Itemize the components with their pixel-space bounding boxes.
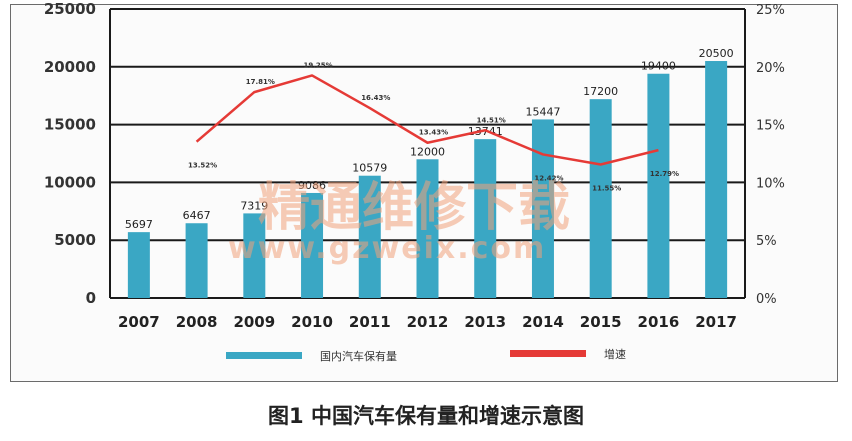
- x-tick-label: 2012: [407, 313, 449, 331]
- x-tick-label: 2008: [176, 313, 218, 331]
- y-right-tick-label: 25%: [756, 3, 785, 18]
- line-point-label: 19.25%: [303, 61, 332, 69]
- x-axis: 2007 2008 2009 2010 2011 2012 2013 2014 2015 2016…: [118, 313, 737, 331]
- bar: [705, 61, 728, 298]
- bar-value-label: 17200: [583, 85, 618, 98]
- bar: [185, 223, 208, 298]
- y-left-tick-label: 20000: [44, 58, 96, 76]
- line-point-label: 16.43%: [361, 94, 390, 102]
- y-left-tick-label: 10000: [44, 173, 96, 191]
- x-tick-label: 2014: [522, 313, 564, 331]
- bar-value-label: 5697: [125, 218, 153, 231]
- growth-line: [195, 74, 659, 166]
- y-right-tick-label: 5%: [756, 234, 777, 249]
- bar: [127, 232, 150, 298]
- x-tick-label: 2017: [695, 313, 737, 331]
- watermark: 精通维修下载 www.gzweix.com: [228, 178, 570, 266]
- bar-value-label: 9086: [298, 179, 326, 192]
- y-right-tick-label: 0%: [756, 292, 777, 307]
- line-point-label: 11.55%: [592, 184, 621, 192]
- line-point-label: 13.52%: [188, 162, 217, 170]
- line-point-label: 12.42%: [534, 174, 563, 182]
- line-point-label: 14.51%: [477, 116, 506, 124]
- y-left-tick-label: 5000: [54, 231, 96, 249]
- bar-value-label: 15447: [525, 105, 560, 118]
- y-right-tick-label: 10%: [756, 176, 785, 191]
- x-tick-label: 2013: [464, 313, 506, 331]
- bar-value-label: 10579: [352, 162, 387, 175]
- y-right-tick-label: 15%: [756, 119, 785, 134]
- line-series: 13.52% 17.81% 19.25% 16.43% 13.43% 14.51% 12.4…: [188, 61, 679, 192]
- line-point-label: 17.81%: [246, 78, 275, 86]
- bar: [647, 73, 670, 299]
- bar: [301, 192, 324, 298]
- right-axis: 0% 5% 10% 15% 20% 25%: [756, 3, 785, 307]
- bar-value-label: 7319: [240, 199, 268, 212]
- legend-label-line: 增速: [604, 347, 626, 361]
- y-left-tick-label: 0: [86, 289, 96, 307]
- x-tick-label: 2010: [291, 313, 333, 331]
- bar: [358, 175, 381, 298]
- y-right-tick-label: 20%: [756, 61, 785, 76]
- bar: [589, 99, 612, 298]
- x-tick-label: 2011: [349, 313, 391, 331]
- legend-swatch-bar: [226, 352, 302, 359]
- bar-series: 5697646773199086105791200013741154471720…: [125, 47, 734, 299]
- x-tick-label: 2009: [233, 313, 275, 331]
- y-left-tick-label: 15000: [44, 116, 96, 134]
- bar-value-label: 19400: [641, 60, 676, 73]
- y-left-tick-label: 25000: [44, 0, 96, 18]
- legend: 国内汽车保有量 增速: [226, 347, 626, 363]
- bar: [416, 159, 439, 298]
- legend-label-bar: 国内汽车保有量: [320, 349, 397, 363]
- gridlines: [109, 8, 746, 299]
- watermark-text: 精通维修下载: [258, 178, 570, 238]
- x-tick-label: 2007: [118, 313, 160, 331]
- line-point-label: 13.43%: [419, 129, 448, 137]
- x-tick-label: 2015: [580, 313, 622, 331]
- watermark-url: www.gzweix.com: [228, 231, 546, 266]
- legend-swatch-line: [510, 350, 586, 357]
- x-tick-label: 2016: [638, 313, 680, 331]
- figure-caption: 图1 中国汽车保有量和增速示意图: [268, 404, 584, 428]
- bar-value-label: 12000: [410, 145, 445, 158]
- left-axis: 0 5000 10000 15000 20000 25000: [44, 0, 96, 307]
- bar: [474, 139, 497, 298]
- line-point-label: 12.79%: [650, 170, 679, 178]
- bar: [531, 119, 554, 298]
- bar-value-label: 20500: [699, 47, 734, 60]
- bar-value-label: 6467: [183, 209, 211, 222]
- bar: [243, 213, 266, 298]
